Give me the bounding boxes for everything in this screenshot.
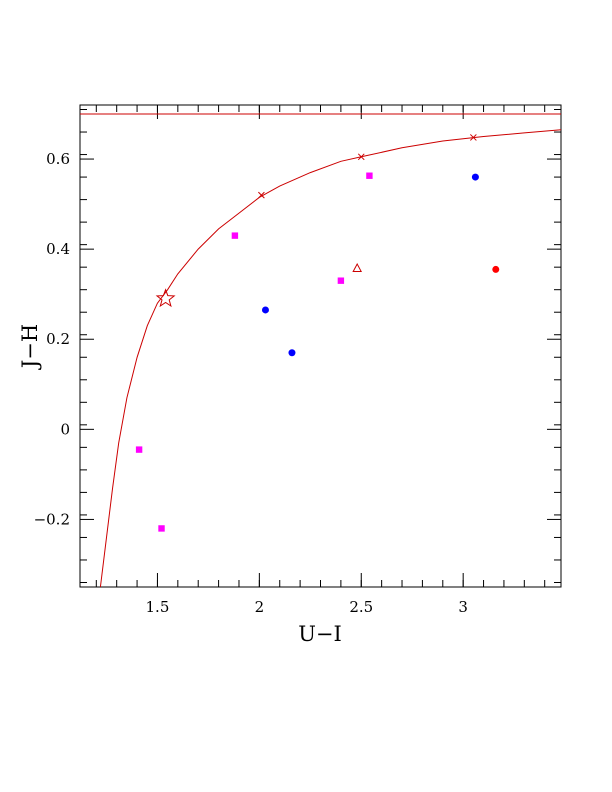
x-tick-label: 1.5 — [146, 598, 170, 616]
x-tick-label: 2.5 — [349, 598, 373, 616]
x-tick-label: 3 — [458, 598, 468, 616]
y-tick-labels: −0.2 0 0.2 0.4 0.6 — [34, 150, 70, 528]
data-point-triangle — [352, 262, 363, 273]
curve-x-mark — [470, 134, 477, 141]
y-axis-label: J−H — [18, 324, 42, 370]
data-point-circle — [492, 265, 500, 273]
y-tick-label: 0.2 — [46, 330, 70, 348]
x-tick-labels: 1.5 2 2.5 3 — [146, 598, 468, 616]
y-tick-label: 0 — [60, 420, 70, 438]
curve-x-mark — [357, 153, 365, 161]
y-tick-label: 0.6 — [46, 150, 70, 168]
data-point-square — [135, 446, 143, 453]
data-point-circle — [471, 173, 479, 181]
data-point-circle — [288, 349, 296, 357]
data-point-square — [231, 232, 239, 239]
data-point-star — [155, 288, 176, 308]
plot-frame — [79, 104, 562, 588]
data-point-square — [337, 277, 345, 284]
data-point-square — [366, 172, 373, 179]
x-axis-label: U−I — [298, 622, 342, 646]
curve-x-mark — [258, 191, 265, 199]
major-ticks — [80, 105, 561, 587]
x-tick-label: 2 — [255, 598, 265, 616]
minor-ticks — [80, 105, 561, 587]
model-curve — [99, 129, 562, 588]
y-tick-label: 0.4 — [46, 240, 70, 258]
y-tick-label: −0.2 — [34, 510, 70, 528]
data-markers — [135, 172, 500, 532]
model-curves — [80, 113, 562, 588]
data-point-circle — [261, 306, 269, 314]
data-point-square — [158, 525, 165, 532]
